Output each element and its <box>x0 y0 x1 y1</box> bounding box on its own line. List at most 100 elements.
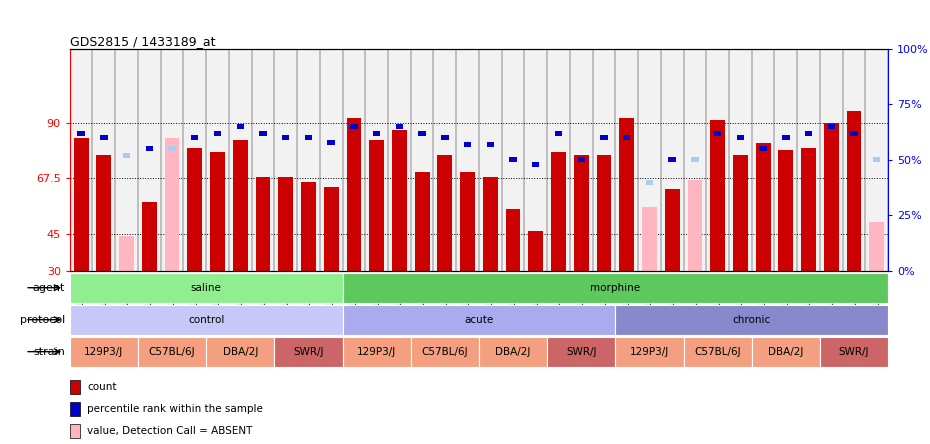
Bar <box>369 140 384 271</box>
Bar <box>191 135 198 140</box>
Bar <box>373 131 380 136</box>
Bar <box>616 305 888 335</box>
Bar <box>486 142 494 147</box>
Bar <box>600 135 607 140</box>
Bar <box>123 153 130 158</box>
Bar <box>669 157 676 163</box>
Bar <box>70 402 80 416</box>
Bar <box>596 155 611 271</box>
Text: morphine: morphine <box>591 283 641 293</box>
Text: C57BL/6J: C57BL/6J <box>695 347 741 357</box>
Bar <box>846 111 861 271</box>
Bar <box>623 135 631 140</box>
Bar <box>274 337 342 367</box>
Text: acute: acute <box>464 315 494 325</box>
Bar <box>756 143 770 271</box>
Bar <box>70 337 138 367</box>
Bar <box>165 138 179 271</box>
Bar <box>236 124 244 129</box>
Bar <box>737 135 744 140</box>
Bar <box>873 157 881 163</box>
Bar <box>684 337 751 367</box>
Text: strain: strain <box>33 347 65 357</box>
Bar <box>119 236 134 271</box>
Bar <box>464 142 472 147</box>
Text: 129P3/J: 129P3/J <box>357 347 396 357</box>
Text: value, Detection Call = ABSENT: value, Detection Call = ABSENT <box>86 426 252 436</box>
Text: C57BL/6J: C57BL/6J <box>421 347 468 357</box>
Bar <box>551 152 565 271</box>
Bar <box>305 135 312 140</box>
Bar <box>100 135 108 140</box>
Text: agent: agent <box>33 283 65 293</box>
Bar <box>324 187 339 271</box>
Bar <box>850 131 857 136</box>
Bar <box>73 138 88 271</box>
Bar <box>415 172 430 271</box>
Bar <box>824 123 839 271</box>
Text: percentile rank within the sample: percentile rank within the sample <box>86 404 263 414</box>
Bar <box>146 146 153 151</box>
Bar <box>619 118 634 271</box>
Bar <box>77 131 85 136</box>
Bar <box>760 146 767 151</box>
Bar <box>206 337 274 367</box>
Bar <box>437 155 452 271</box>
Text: DBA/2J: DBA/2J <box>496 347 531 357</box>
Bar <box>578 157 585 163</box>
Bar <box>532 162 539 167</box>
Bar <box>479 337 547 367</box>
Bar <box>870 222 884 271</box>
Bar <box>691 157 698 163</box>
Bar <box>342 305 616 335</box>
Bar <box>778 150 793 271</box>
Bar <box>392 130 406 271</box>
Bar <box>574 155 589 271</box>
Bar <box>441 135 448 140</box>
Bar <box>547 337 616 367</box>
Bar <box>642 207 657 271</box>
Bar <box>351 124 358 129</box>
Bar <box>142 202 156 271</box>
Bar <box>70 380 80 394</box>
Bar <box>804 131 812 136</box>
Bar <box>645 179 653 185</box>
Bar <box>327 139 335 145</box>
Bar <box>714 131 722 136</box>
Bar <box>733 155 748 271</box>
Bar <box>555 131 563 136</box>
Bar <box>395 124 403 129</box>
Bar <box>460 172 475 271</box>
Bar <box>528 231 543 271</box>
Text: protocol: protocol <box>20 315 65 325</box>
Text: saline: saline <box>191 283 221 293</box>
Text: DBA/2J: DBA/2J <box>768 347 804 357</box>
Bar <box>616 337 684 367</box>
Bar <box>168 146 176 151</box>
Bar <box>70 305 342 335</box>
Text: 129P3/J: 129P3/J <box>85 347 124 357</box>
Bar <box>138 337 206 367</box>
Text: chronic: chronic <box>733 315 771 325</box>
Bar <box>282 135 289 140</box>
Text: DBA/2J: DBA/2J <box>222 347 258 357</box>
Bar <box>210 152 225 271</box>
Bar <box>347 118 361 271</box>
Bar <box>782 135 790 140</box>
Text: C57BL/6J: C57BL/6J <box>149 347 195 357</box>
Bar <box>483 177 498 271</box>
Bar <box>820 337 888 367</box>
Text: SWR/J: SWR/J <box>293 347 324 357</box>
Bar <box>278 177 293 271</box>
Bar <box>214 131 221 136</box>
Bar <box>259 131 267 136</box>
Bar <box>70 273 342 303</box>
Bar <box>411 337 479 367</box>
Bar <box>687 179 702 271</box>
Bar <box>506 209 521 271</box>
Bar <box>342 273 888 303</box>
Text: SWR/J: SWR/J <box>566 347 596 357</box>
Bar <box>301 182 316 271</box>
Text: 129P3/J: 129P3/J <box>630 347 669 357</box>
Bar <box>801 147 816 271</box>
